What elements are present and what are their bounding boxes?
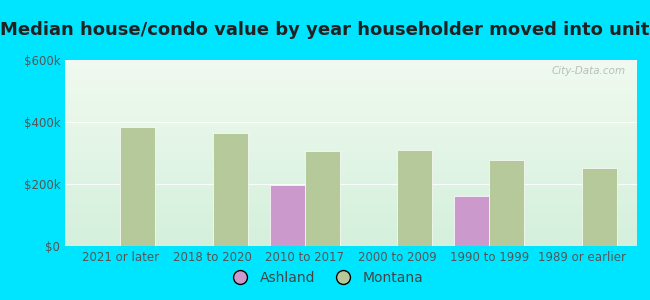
Bar bbox=[454, 196, 489, 246]
Bar bbox=[397, 150, 432, 246]
Bar bbox=[582, 168, 617, 246]
Text: Median house/condo value by year householder moved into unit: Median house/condo value by year househo… bbox=[0, 21, 650, 39]
Bar bbox=[270, 185, 305, 246]
Legend: Ashland, Montana: Ashland, Montana bbox=[221, 265, 429, 290]
Text: City-Data.com: City-Data.com bbox=[551, 66, 625, 76]
Bar bbox=[489, 160, 525, 246]
Bar bbox=[305, 151, 340, 246]
Bar bbox=[213, 134, 248, 246]
Bar bbox=[120, 127, 155, 246]
